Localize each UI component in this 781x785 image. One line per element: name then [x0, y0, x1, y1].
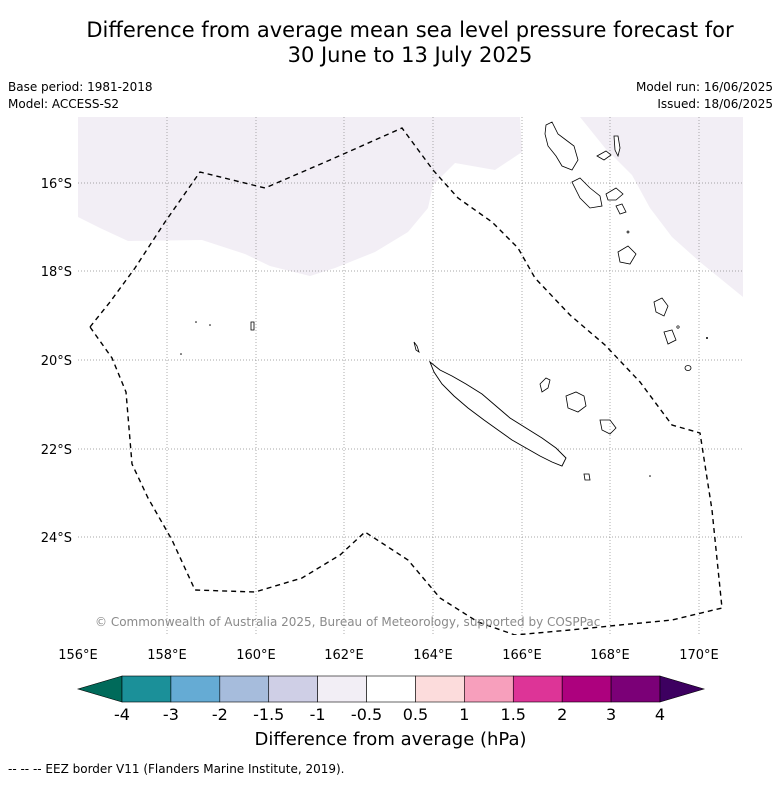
colorbar-tick-label: 1	[459, 705, 469, 724]
colorbar-tick-label: -0.5	[351, 705, 382, 724]
model-text: Model: ACCESS-S2	[8, 97, 120, 111]
efate-island	[617, 245, 637, 265]
ouvea-island	[539, 377, 551, 393]
colorbar-bin	[317, 675, 367, 703]
lat-label: 22°S	[41, 443, 72, 458]
colorbar-bin	[561, 675, 612, 703]
colorbar-bin	[121, 675, 172, 703]
latitude-labels: 16°S 18°S 20°S 22°S 24°S	[41, 177, 72, 546]
meta-left: Base period: 1981-2018 Model: ACCESS-S2	[8, 79, 153, 113]
isle-of-pines	[583, 473, 591, 481]
lon-label: 162°E	[324, 648, 364, 663]
lifou-island	[565, 391, 587, 413]
model-run-text: Model run: 16/06/2025	[635, 80, 773, 94]
epi-island	[615, 203, 627, 215]
ambrym-island	[605, 187, 624, 201]
title-line-2: 30 June to 13 July 2025	[287, 43, 533, 67]
colorbar-bin	[268, 675, 318, 703]
colorbar-bin	[366, 675, 416, 703]
colorbar-tick-label: 4	[655, 705, 665, 724]
lat-label: 24°S	[41, 531, 72, 546]
aneityum-island	[684, 365, 692, 371]
eez-footnote: -- -- -- EEZ border V11 (Flanders Marine…	[8, 762, 345, 776]
colorbar-under-arrow	[76, 675, 123, 703]
gridlines	[78, 117, 743, 635]
colorbar-tick-label: 2	[557, 705, 567, 724]
colorbar-tick-label: -4	[114, 705, 130, 724]
lon-label: 166°E	[502, 648, 542, 663]
colorbar-bin	[219, 675, 270, 703]
small-islet	[209, 324, 211, 326]
pressure-anomaly-region-northeast	[580, 117, 743, 297]
chart-title: Difference from average mean sea level p…	[60, 18, 760, 68]
issued-text: Issued: 18/06/2025	[657, 97, 773, 111]
colorbar-tick-label: -2	[212, 705, 228, 724]
lon-label: 168°E	[590, 648, 630, 663]
lon-label: 170°E	[679, 648, 719, 663]
lat-label: 18°S	[41, 265, 72, 280]
colorbar-bin	[415, 675, 465, 703]
colorbar-over-arrow	[659, 675, 706, 703]
chesterfield-islet	[250, 321, 255, 331]
malakula-island	[571, 177, 603, 209]
ambae-island	[596, 150, 612, 161]
small-islet	[706, 337, 708, 339]
eez-border	[89, 127, 723, 635]
colorbar-title: Difference from average (hPa)	[254, 729, 527, 750]
meta-right: Model run: 16/06/2025 Issued: 18/06/2025	[636, 79, 773, 113]
lon-label: 160°E	[236, 648, 276, 663]
lon-label: 164°E	[413, 648, 453, 663]
map-copyright: © Commonwealth of Australia 2025, Bureau…	[95, 615, 600, 629]
pressure-anomaly-region-northwest	[78, 117, 522, 276]
erromango-island	[653, 297, 669, 317]
colorbar-tick-label: 1.5	[501, 705, 526, 724]
mare-island	[599, 419, 617, 435]
title-line-1: Difference from average mean sea level p…	[86, 18, 734, 42]
lat-label: 16°S	[41, 177, 72, 192]
colorbar-bin	[512, 675, 563, 703]
base-period-text: Base period: 1981-2018	[8, 80, 153, 94]
colorbar-tick-label: 3	[606, 705, 616, 724]
maewo-island	[613, 135, 621, 158]
small-islet	[649, 475, 651, 477]
small-islet	[626, 230, 630, 234]
colorbar: -4 -3 -2 -1.5 -1 -0.5 0.5 1 1.5 2 3 4	[76, 675, 706, 724]
lon-label: 158°E	[147, 648, 187, 663]
colorbar-bin	[464, 675, 514, 703]
lat-label: 20°S	[41, 354, 72, 369]
longitude-labels: 156°E 158°E 160°E 162°E 164°E 166°E 168°…	[58, 648, 719, 663]
espiritu-santo-island	[544, 121, 579, 171]
tanna-island	[663, 329, 677, 345]
small-islet	[180, 353, 182, 355]
lon-label: 156°E	[58, 648, 98, 663]
colorbar-tick-label: -3	[163, 705, 179, 724]
belep-islands	[413, 341, 420, 353]
colorbar-bin	[170, 675, 221, 703]
small-islet	[195, 321, 197, 323]
colorbar-tick-label: -1	[310, 705, 326, 724]
colorbar-tick-label: -1.5	[253, 705, 284, 724]
small-islet	[676, 325, 680, 329]
colorbar-tick-label: 0.5	[403, 705, 428, 724]
new-caledonia-grande-terre	[428, 360, 567, 467]
colorbar-bin	[610, 675, 661, 703]
